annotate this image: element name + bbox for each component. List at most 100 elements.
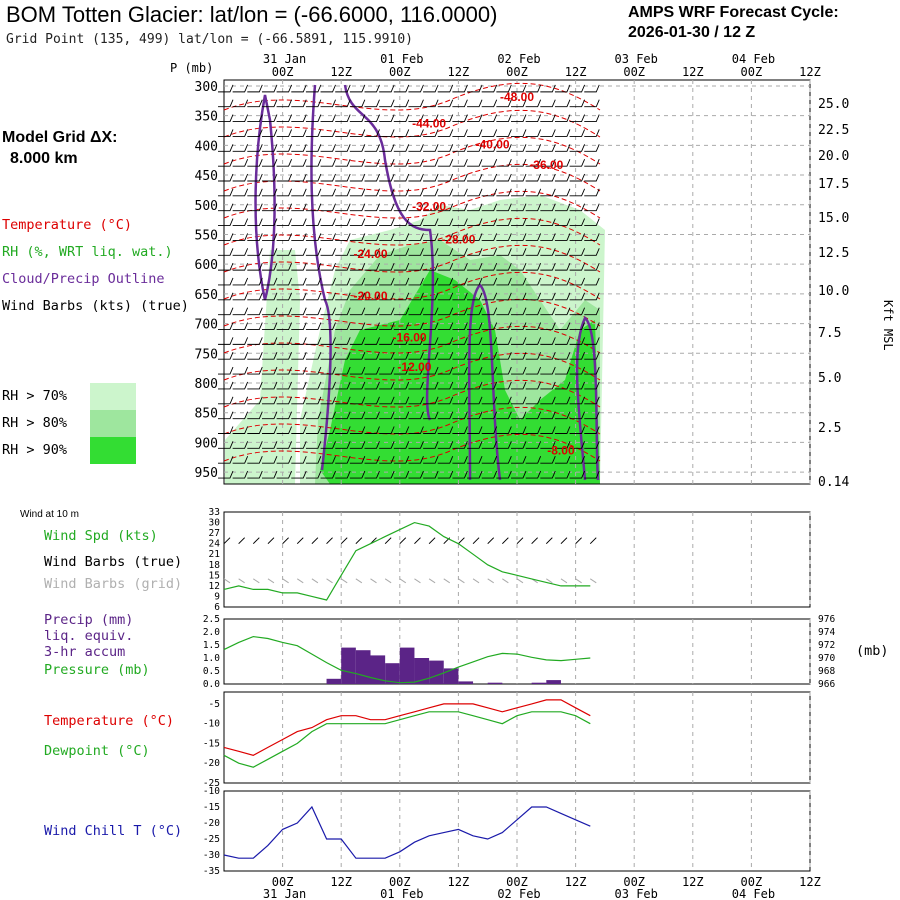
wind-barb [511,470,527,479]
wind-barb [335,129,351,137]
cloud-outline [254,94,276,301]
wind-barb [437,381,454,390]
wind-barb [349,470,366,479]
wind-barb-true [516,537,524,545]
wind-barb [423,456,439,464]
wind-barb [232,411,249,420]
wind-barb [584,441,600,449]
wind-barb [335,381,351,390]
wind-barb [305,277,322,286]
wind-barb [349,381,366,390]
wind-barb [364,292,380,301]
wind-barb [496,470,512,479]
wind-barb [481,262,498,271]
wind-barb [276,381,293,390]
legend-temperature-lower: Temperature (°C) [44,713,175,729]
height-tick-label: 20.0 [818,149,849,164]
wind-barb [291,426,307,434]
wind-speed-tick-label: 15 [209,570,220,581]
wind-barb [364,322,380,330]
wind-barb [437,84,454,93]
wind-at-10m-label: Wind at 10 m [20,509,79,520]
wind-barb [320,411,336,420]
wind-barb [481,84,498,93]
wind-barb [408,411,424,420]
wind-barb [232,292,249,301]
pressure-tick-label: 950 [195,466,218,481]
wind-barb [540,248,556,256]
wind-barb [511,366,527,375]
legend-rh90-swatch [90,437,136,464]
pressure-tick-label: 974 [818,627,835,638]
wind-barb [218,441,234,449]
bottom-time-tick-label: 12Z [448,875,470,889]
wind-barb [393,114,410,123]
wind-barb [349,456,366,464]
wind-barb [554,352,571,360]
wind-barb [511,84,527,93]
wind-barb [393,99,410,108]
cloud-outline [575,316,600,481]
wind-barb [218,188,234,197]
wind-barb [276,248,293,256]
wind-barb [291,470,307,479]
wind-barb [437,129,454,137]
wind-barb [320,337,336,345]
wind-barb-grid [370,578,377,584]
wind-barb [452,158,468,167]
precip-bar [443,668,459,684]
wind-barb [525,203,542,212]
temperature-contour-label: -16.00 [393,330,427,344]
wind-barb-grid [516,578,524,584]
wind-barb [408,426,424,434]
wind-barb [467,337,483,345]
wind-barb [364,203,380,212]
wind-barb [218,352,234,360]
wind-barb [218,203,234,212]
temperature-contour-label: -28.00 [441,232,475,246]
wind-barb [584,84,600,93]
wind-barb [540,441,556,449]
wind-barb [247,84,263,93]
wind-barb [305,411,322,420]
wind-barb [364,426,380,434]
wind-barb [540,158,556,167]
wind-barb [276,233,293,241]
wind-barb [525,292,542,301]
wind-barb [276,144,293,152]
wind-barb [481,218,498,227]
wind-barb [247,456,263,464]
pressure-unit-label: (mb) [856,643,889,659]
wind-barb [452,352,468,360]
temperature-contour [223,298,601,327]
dewpoint-line [223,711,591,768]
wind-barb [584,307,600,316]
bottom-time-tick-label: 12Z [565,875,587,889]
wind-barb [584,99,600,108]
wind-barb [232,470,249,479]
windchill-line [223,805,591,859]
top-time-tick-label: 12Z [682,65,704,79]
wind-barb [437,307,454,316]
wind-barb [423,262,439,271]
wind-barb [379,84,395,93]
wind-barb [569,292,586,301]
wind-speed-tick-label: 21 [209,549,221,560]
wind-barb [291,129,307,137]
wind-barb [335,426,351,434]
wind-barb [276,203,293,212]
wind-barb [349,84,366,93]
wind-barb [232,381,249,390]
wind-barb [496,381,512,390]
wind-barb [320,352,336,360]
wind-barb-grid [560,578,568,584]
wind-barb [540,396,556,405]
wind-barb [276,292,293,301]
wind-barb [291,248,307,256]
wind-barb [423,352,439,360]
wind-barb-true [311,537,319,545]
wind-barb [232,188,249,197]
pressure-tick-label: 400 [195,139,218,154]
wind-barb [379,441,395,449]
wind-barb [247,188,263,197]
